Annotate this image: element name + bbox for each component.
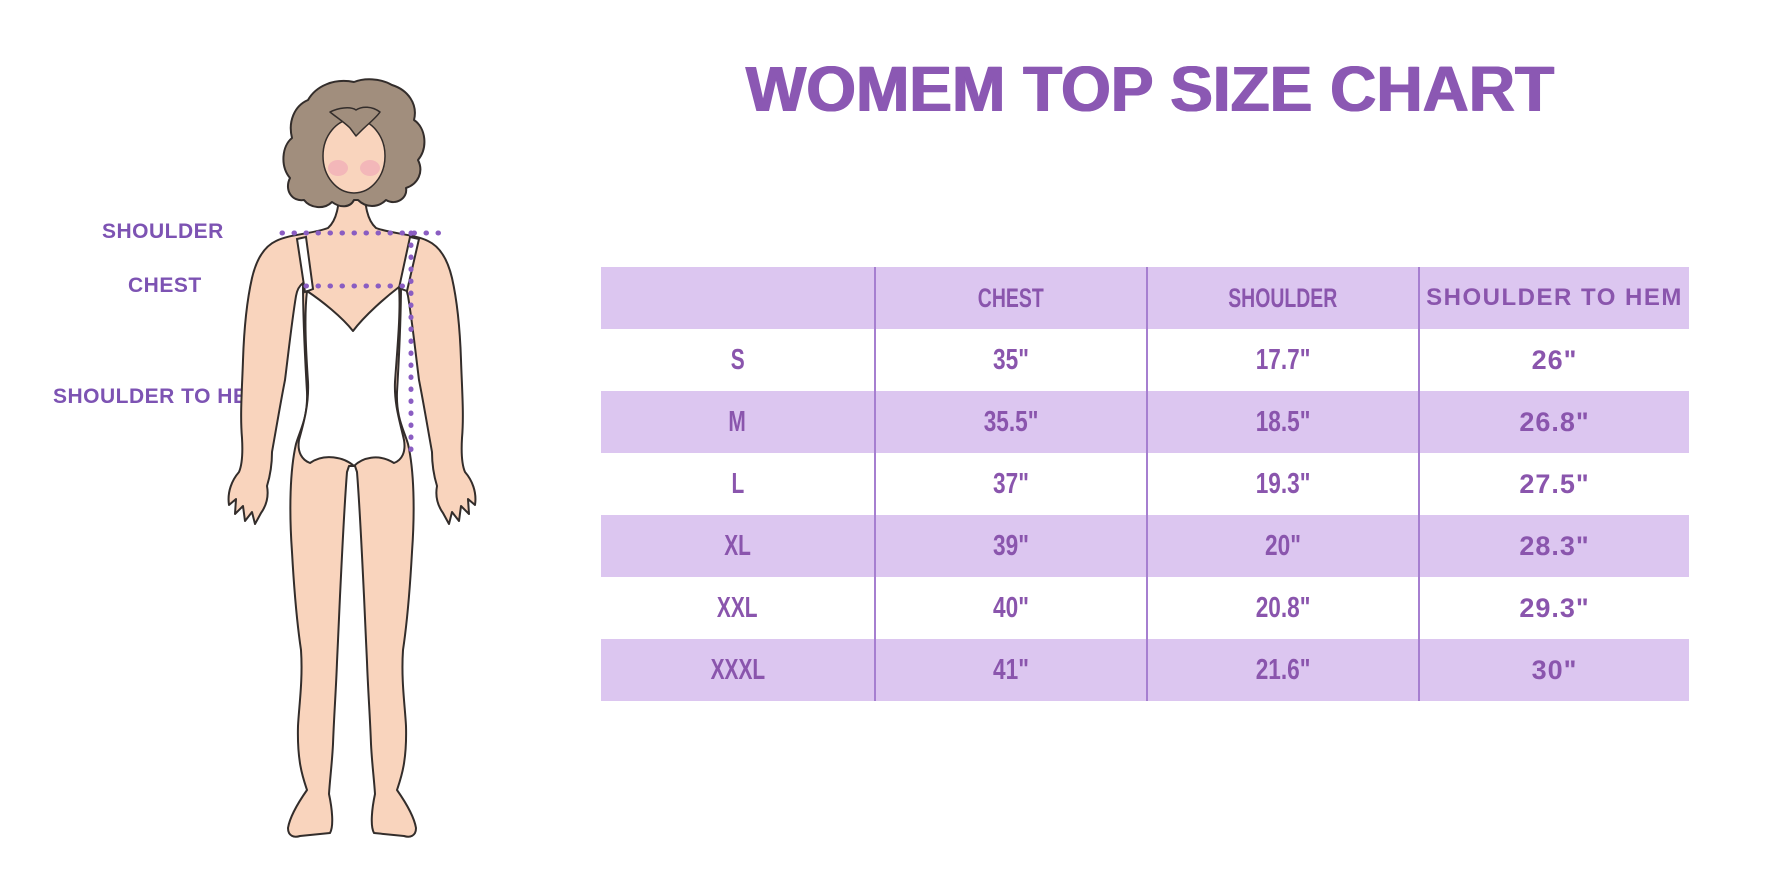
shoulder-to-hem-cell: 27.5"	[1418, 453, 1689, 515]
size-text: S	[730, 343, 745, 376]
woman-figure-svg	[227, 78, 477, 838]
table-row: S 35" 17.7" 26"	[601, 329, 1689, 391]
page-title: WOMEM TOP SIZE CHART	[745, 53, 1555, 125]
size-chart-table: CHEST SHOULDER SHOULDER TO HEM S 35" 17.…	[601, 267, 1689, 701]
chest-cell: 40"	[874, 577, 1146, 639]
size-text: XXXL	[710, 653, 765, 686]
size-text: L	[731, 467, 744, 500]
shoulder-to-hem-value: 28.3"	[1519, 530, 1590, 561]
header-cell-shoulder-to-hem: SHOULDER TO HEM	[1418, 267, 1689, 329]
table-row: M 35.5" 18.5" 26.8"	[601, 391, 1689, 453]
shoulder-label: SHOULDER	[102, 220, 224, 243]
shoulder-to-hem-value: 26.8"	[1519, 406, 1590, 437]
size-cell: XXXL	[601, 639, 874, 701]
table-row: XXXL 41" 21.6" 30"	[601, 639, 1689, 701]
shoulder-to-hem-label: SHOULDER TO HEM	[53, 385, 266, 408]
size-cell: L	[601, 453, 874, 515]
shoulder-to-hem-cell: 30"	[1418, 639, 1689, 701]
size-text: M	[728, 405, 747, 438]
header-shoulder-text: SHOULDER	[1228, 282, 1338, 313]
chest-cell: 35"	[874, 329, 1146, 391]
header-cell-chest: CHEST	[874, 267, 1146, 329]
bodysuit-strap-left	[295, 235, 315, 294]
chest-value: 35.5"	[983, 405, 1039, 438]
shoulder-to-hem-value: 29.3"	[1519, 592, 1590, 623]
table-row: XXL 40" 20.8" 29.3"	[601, 577, 1689, 639]
shoulder-cell: 19.3"	[1146, 453, 1418, 515]
shoulder-cell: 17.7"	[1146, 329, 1418, 391]
shoulder-value: 21.6"	[1255, 653, 1311, 686]
header-cell-size	[601, 267, 874, 329]
shoulder-value: 20.8"	[1255, 591, 1311, 624]
shoulder-cell: 21.6"	[1146, 639, 1418, 701]
shoulder-value: 19.3"	[1255, 467, 1311, 500]
bodysuit	[297, 286, 406, 467]
woman-figure-illustration	[180, 50, 500, 850]
size-text: XXL	[717, 591, 758, 624]
table-header-row: CHEST SHOULDER SHOULDER TO HEM	[601, 267, 1689, 329]
body-silhouette	[227, 183, 477, 838]
shoulder-to-hem-value: 30"	[1531, 654, 1578, 685]
shoulder-to-hem-value: 26"	[1531, 344, 1578, 375]
shoulder-value: 20"	[1265, 529, 1301, 562]
table-row: L 37" 19.3" 27.5"	[601, 453, 1689, 515]
shoulder-to-hem-cell: 29.3"	[1418, 577, 1689, 639]
blush-right	[360, 160, 380, 176]
size-cell: M	[601, 391, 874, 453]
shoulder-cell: 20"	[1146, 515, 1418, 577]
chest-cell: 39"	[874, 515, 1146, 577]
chest-value: 40"	[993, 591, 1029, 624]
blush-left	[328, 160, 348, 176]
chest-cell: 37"	[874, 453, 1146, 515]
shoulder-to-hem-value: 27.5"	[1519, 468, 1590, 499]
chest-cell: 41"	[874, 639, 1146, 701]
header-cell-shoulder: SHOULDER	[1146, 267, 1418, 329]
shoulder-cell: 20.8"	[1146, 577, 1418, 639]
shoulder-to-hem-cell: 28.3"	[1418, 515, 1689, 577]
chest-cell: 35.5"	[874, 391, 1146, 453]
chest-value: 37"	[993, 467, 1029, 500]
size-table-body: S 35" 17.7" 26" M 35.5" 18.5" 26.8" L 37…	[601, 329, 1689, 701]
shoulder-to-hem-cell: 26"	[1418, 329, 1689, 391]
chest-label: CHEST	[128, 274, 202, 297]
chest-value: 39"	[993, 529, 1029, 562]
header-chest-text: CHEST	[978, 282, 1044, 313]
size-cell: XL	[601, 515, 874, 577]
table-row: XL 39" 20" 28.3"	[601, 515, 1689, 577]
size-text: XL	[724, 529, 751, 562]
shoulder-to-hem-cell: 26.8"	[1418, 391, 1689, 453]
shoulder-value: 17.7"	[1255, 343, 1311, 376]
chest-value: 35"	[993, 343, 1029, 376]
shoulder-value: 18.5"	[1255, 405, 1311, 438]
shoulder-cell: 18.5"	[1146, 391, 1418, 453]
size-cell: XXL	[601, 577, 874, 639]
header-shoulder-to-hem-text: SHOULDER TO HEM	[1426, 284, 1683, 311]
size-cell: S	[601, 329, 874, 391]
chest-value: 41"	[993, 653, 1029, 686]
bangs	[329, 106, 381, 137]
